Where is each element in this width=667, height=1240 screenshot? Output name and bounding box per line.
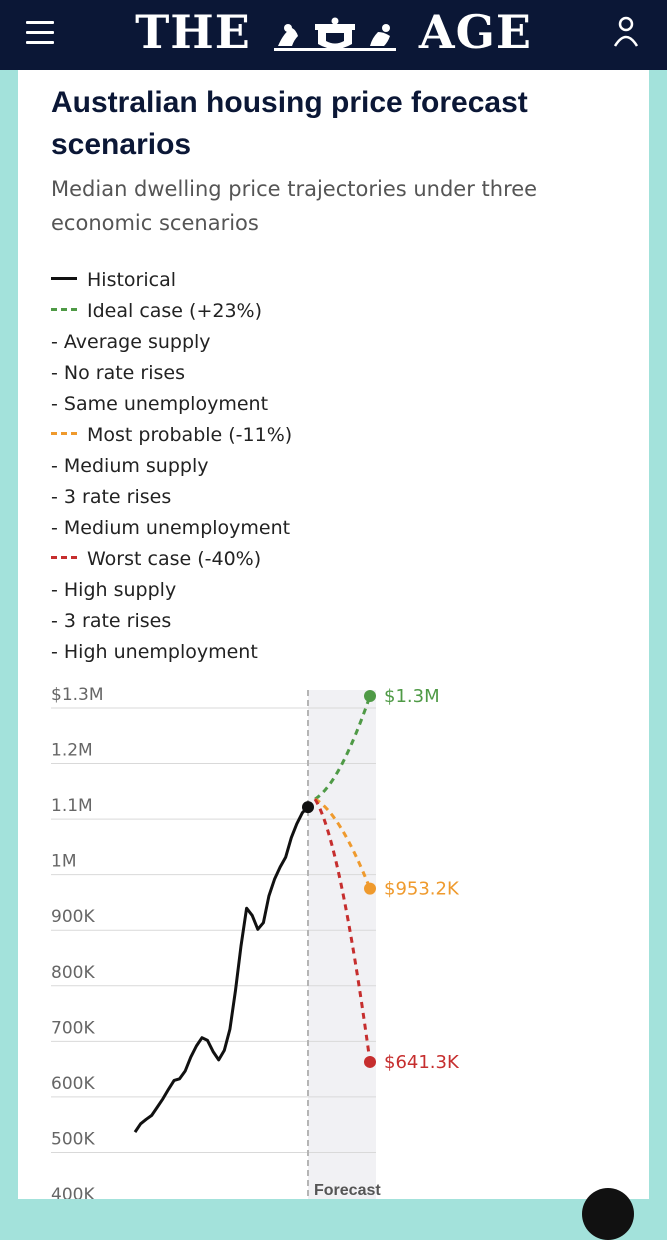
- floating-action-button[interactable]: [582, 1188, 634, 1240]
- legend-item: Ideal case (+23%): [51, 296, 611, 327]
- y-tick-label: $1.3M: [51, 685, 104, 705]
- legend-item: - Average supply: [51, 327, 611, 358]
- coat-of-arms-icon: [273, 17, 396, 51]
- legend-item: Worst case (-40%): [51, 544, 611, 575]
- scenario-line-2: [314, 797, 372, 890]
- legend-item: - 3 rate rises: [51, 482, 611, 513]
- chart-subtitle: Median dwelling price trajectories under…: [51, 177, 538, 235]
- y-tick-label: 1.2M: [51, 741, 93, 761]
- historical-end-point: [302, 801, 314, 814]
- y-tick-label: 900K: [51, 907, 95, 927]
- hamburger-menu-icon[interactable]: [26, 21, 54, 45]
- scenario-line-1: [314, 695, 372, 801]
- legend-label: - 3 rate rises: [51, 486, 172, 508]
- scenario-end-label-1: $1.3M: [384, 686, 440, 707]
- scenario-end-label-3: $641.3K: [384, 1052, 460, 1073]
- y-tick-label: 1.1M: [51, 796, 93, 816]
- legend-item: - 3 rate rises: [51, 606, 611, 637]
- scenario-end-point-1: [364, 690, 376, 702]
- legend-label: - Average supply: [51, 331, 211, 353]
- masthead-age: AGE: [418, 5, 532, 59]
- legend-item: - High unemployment: [51, 637, 611, 668]
- chart-title: Australian housing price forecast scenar…: [51, 86, 528, 161]
- legend-swatch: [51, 308, 77, 311]
- legend-item: - Same unemployment: [51, 389, 611, 420]
- article-card: Australian housing price forecast scenar…: [18, 70, 649, 1199]
- legend-label: - High unemployment: [51, 641, 258, 663]
- chart-legend: Historical Ideal case (+23%) - Average sup…: [51, 265, 611, 668]
- legend-label: - High supply: [51, 579, 177, 601]
- legend-label: - Medium unemployment: [51, 517, 291, 539]
- legend-swatch: [51, 556, 77, 559]
- legend-item: Most probable (-11%): [51, 420, 611, 451]
- scenario-line-3: [313, 798, 372, 1063]
- forecast-band: [308, 690, 376, 1199]
- top-navigation-bar: THE AGE: [0, 0, 667, 70]
- legend-label: - No rate rises: [51, 362, 185, 384]
- legend-swatch: [51, 277, 77, 280]
- legend-item: Historical: [51, 265, 611, 296]
- price-forecast-chart: $1.3M 1.2M 1.1M 1M 900K 800K 700K 600K 500K 400K F…: [51, 685, 460, 1199]
- legend-label: - 3 rate rises: [51, 610, 172, 632]
- legend-item: - No rate rises: [51, 358, 611, 389]
- legend-swatch: [51, 432, 77, 435]
- masthead-logo[interactable]: THE AGE: [0, 4, 667, 60]
- scenario-end-point-3: [364, 1055, 376, 1068]
- scenario-end-label-2: $953.2K: [384, 879, 460, 900]
- scenario-end-point-2: [364, 882, 376, 895]
- masthead-the: THE: [135, 5, 251, 59]
- y-tick-label: 800K: [51, 963, 95, 983]
- legend-label: Most probable (-11%): [87, 424, 293, 446]
- legend-label: Ideal case (+23%): [87, 300, 263, 322]
- legend-label: Historical: [87, 269, 176, 291]
- y-tick-label: 400K: [51, 1185, 95, 1199]
- legend-label: - Same unemployment: [51, 393, 269, 415]
- legend-label: - Medium supply: [51, 455, 209, 477]
- y-tick-label: 700K: [51, 1018, 95, 1038]
- historical-series-line: [133, 806, 310, 1133]
- legend-label: Worst case (-40%): [87, 548, 262, 570]
- y-tick-label: 1M: [51, 852, 76, 872]
- y-tick-label: 500K: [51, 1129, 95, 1149]
- user-account-icon[interactable]: [611, 16, 641, 48]
- legend-item: - Medium supply: [51, 451, 611, 482]
- legend-item: - Medium unemployment: [51, 513, 611, 544]
- forecast-label: Forecast: [314, 1182, 381, 1199]
- y-tick-label: 600K: [51, 1074, 95, 1094]
- legend-item: - High supply: [51, 575, 611, 606]
